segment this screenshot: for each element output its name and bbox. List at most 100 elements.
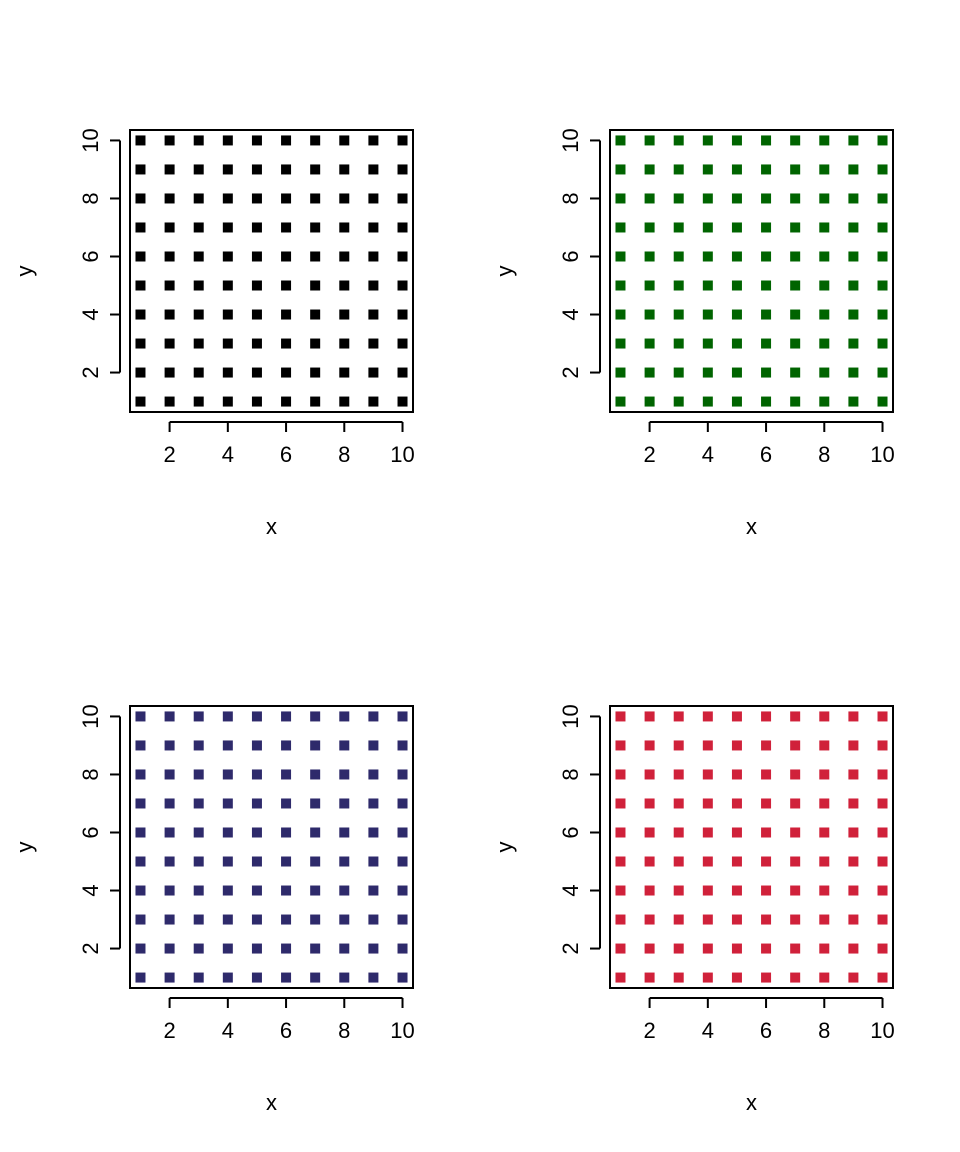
x-tick-label: 2 — [163, 1018, 175, 1043]
data-point — [790, 798, 801, 809]
data-point — [281, 885, 292, 896]
x-tick-label: 4 — [222, 1018, 234, 1043]
panel-3: 2 4 6 8 10 2 4 6 8 10 x y — [12, 704, 415, 1115]
data-point — [164, 740, 175, 751]
y-tick-label: 2 — [78, 942, 103, 954]
data-point — [193, 309, 204, 320]
data-point — [877, 309, 888, 320]
data-point — [761, 711, 772, 722]
data-point — [281, 367, 292, 378]
data-point — [761, 135, 772, 146]
data-point — [761, 222, 772, 233]
data-point — [281, 769, 292, 780]
data-point — [397, 309, 408, 320]
data-point — [790, 740, 801, 751]
data-point — [848, 885, 859, 896]
data-point — [281, 309, 292, 320]
data-point — [164, 885, 175, 896]
data-point — [615, 769, 626, 780]
data-point — [164, 769, 175, 780]
y-tick-label: 8 — [558, 192, 583, 204]
data-point — [702, 885, 713, 896]
y-tick-label: 6 — [78, 826, 103, 838]
data-point — [251, 769, 262, 780]
data-point — [164, 367, 175, 378]
data-point — [819, 135, 830, 146]
data-point — [644, 885, 655, 896]
data-point — [193, 280, 204, 291]
y-tick-label: 10 — [78, 128, 103, 152]
data-point — [731, 164, 742, 175]
data-point — [819, 769, 830, 780]
data-point — [135, 193, 146, 204]
panel-4: 2 4 6 8 10 2 4 6 8 10 x y — [492, 704, 895, 1115]
data-point — [615, 740, 626, 751]
data-point — [339, 856, 350, 867]
data-point — [615, 338, 626, 349]
data-point — [644, 740, 655, 751]
data-point — [135, 972, 146, 983]
data-point — [644, 914, 655, 925]
x-tick-label: 6 — [280, 1018, 292, 1043]
data-point — [731, 856, 742, 867]
data-point — [877, 914, 888, 925]
data-point — [164, 943, 175, 954]
data-point — [222, 972, 233, 983]
data-point — [310, 367, 321, 378]
data-point — [135, 338, 146, 349]
data-point — [644, 338, 655, 349]
x-axis-title: x — [266, 514, 277, 539]
data-point — [761, 193, 772, 204]
data-point — [193, 943, 204, 954]
data-point — [819, 711, 830, 722]
data-point — [819, 914, 830, 925]
data-point — [790, 338, 801, 349]
data-point — [790, 972, 801, 983]
data-point — [848, 798, 859, 809]
data-point — [164, 164, 175, 175]
data-point — [339, 827, 350, 838]
data-point — [193, 827, 204, 838]
x-tick-label: 8 — [338, 1018, 350, 1043]
data-point — [761, 914, 772, 925]
data-point — [368, 135, 379, 146]
data-point — [761, 798, 772, 809]
data-point — [281, 193, 292, 204]
x-tick-label: 2 — [163, 442, 175, 467]
data-point — [790, 280, 801, 291]
data-point — [251, 193, 262, 204]
data-point — [222, 338, 233, 349]
data-point — [848, 972, 859, 983]
data-point — [164, 251, 175, 262]
data-point — [673, 193, 684, 204]
data-point — [819, 338, 830, 349]
data-point — [281, 972, 292, 983]
data-point — [877, 193, 888, 204]
data-point — [222, 914, 233, 925]
data-point — [397, 856, 408, 867]
data-point — [281, 338, 292, 349]
data-point — [673, 251, 684, 262]
data-point — [397, 740, 408, 751]
data-point — [339, 740, 350, 751]
data-point — [819, 280, 830, 291]
data-point — [761, 856, 772, 867]
data-point — [761, 280, 772, 291]
data-point — [281, 798, 292, 809]
data-point — [673, 367, 684, 378]
data-point — [193, 396, 204, 407]
data-point — [790, 135, 801, 146]
data-point — [368, 396, 379, 407]
data-point — [731, 367, 742, 378]
data-point — [761, 164, 772, 175]
data-point — [761, 338, 772, 349]
data-point — [644, 251, 655, 262]
data-point — [848, 135, 859, 146]
data-point — [222, 280, 233, 291]
data-point — [731, 222, 742, 233]
data-point — [790, 396, 801, 407]
data-point — [761, 972, 772, 983]
data-point — [222, 309, 233, 320]
data-point — [135, 769, 146, 780]
y-axis-title: y — [12, 266, 37, 277]
